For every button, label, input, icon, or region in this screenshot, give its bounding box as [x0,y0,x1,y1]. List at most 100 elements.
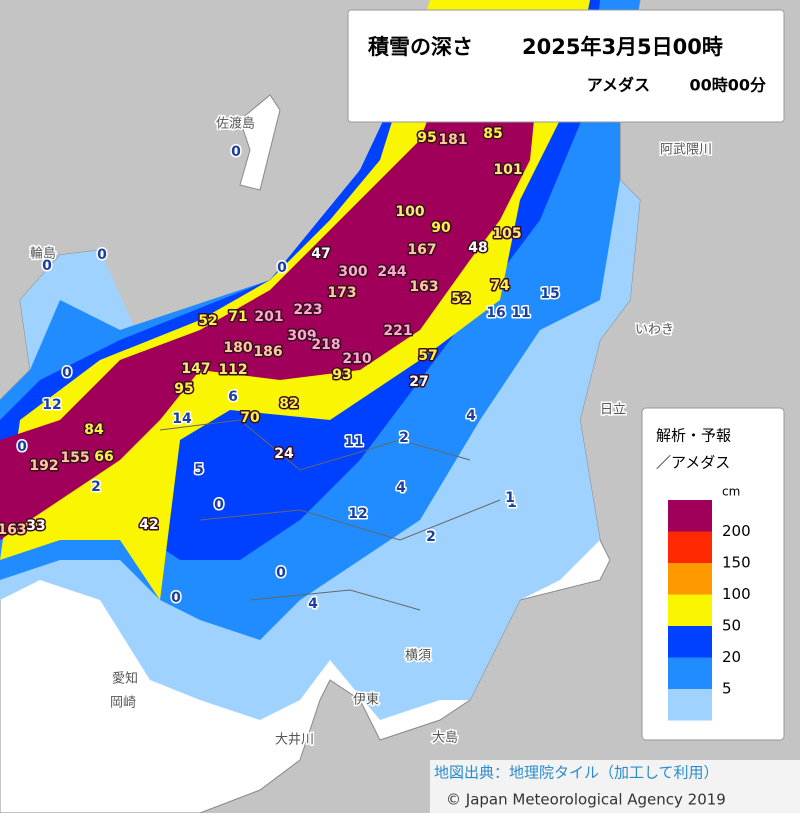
station-value: 223 [293,302,322,318]
station-value: 155 [60,450,89,466]
legend-unit: cm [722,485,740,499]
station-value: 95 [417,130,436,146]
station-value: 4 [396,480,406,496]
station-value: 0 [276,565,286,581]
legend: 解析・予報 ／アメダス cm 200 150 100 50 20 5 [641,407,785,741]
place-name: いわき [635,323,674,338]
legend-swatch [668,563,712,595]
legend-label: 200 [722,522,751,540]
place-name: 阿武隈川 [660,143,712,158]
station-value: 181 [438,132,467,148]
station-value: 11 [511,305,530,321]
station-value: 57 [418,348,437,364]
station-value: 74 [490,278,510,294]
datetime: 2025年3月5日00時 [522,35,723,59]
station-value: 93 [332,367,351,383]
station-value: 210 [342,351,371,367]
station-value: 147 [181,361,210,377]
legend-label: 150 [722,554,751,572]
obs-time: 00時00分 [689,76,766,95]
attribution-bg [430,760,800,813]
station-value: 218 [311,337,340,353]
legend-swatch [668,594,712,626]
title: 積雪の深さ [368,35,473,59]
place-name: 輪島 [30,246,56,262]
legend-title: ／アメダス [656,454,730,472]
station-value: 71 [228,309,247,325]
station-value: 101 [493,162,522,178]
station-value: 1 [505,490,515,506]
station-value: 15 [540,286,559,302]
legend-swatch [668,689,712,721]
station-value: 0 [97,247,107,263]
station-value: 47 [311,246,330,262]
boundaries [159,419,501,611]
legend-swatch [668,500,712,532]
station-value: 163 [0,522,27,538]
legend-swatch [668,657,712,689]
station-value: 48 [468,240,487,256]
station-value: 70 [240,410,260,426]
station-value: 0 [231,144,241,160]
place-name: 大井川 [275,733,314,748]
place-name: 愛知 [112,671,138,687]
station-value: 2 [426,529,436,545]
station-value: 100 [395,204,424,220]
station-value: 11 [344,434,363,450]
station-value: 85 [483,126,502,142]
legend-label: 100 [722,585,751,603]
station-value: 173 [327,285,356,301]
station-value: 95 [174,381,193,397]
station-value: 6 [228,389,238,405]
station-value: 24 [274,446,294,462]
place-name: 岡崎 [110,696,136,711]
place-name: 佐渡島 [216,116,255,132]
map-source: 地図出典：地理院タイル（加工して利用） [434,764,719,782]
station-value: 163 [409,279,438,295]
station-value: 221 [383,323,412,339]
station-value: 12 [348,506,367,522]
station-value: 52 [198,313,217,329]
station-value: 2 [399,430,409,446]
copyright: © Japan Meteorological Agency 2019 [446,791,726,809]
station-value: 66 [94,449,113,465]
station-value: 82 [279,396,298,412]
place-name: 横須 [405,649,431,664]
station-value: 42 [139,517,158,533]
place-name: 日立 [600,403,626,418]
station-value: 0 [42,258,52,274]
legend-label: 5 [722,680,732,698]
station-value: 16 [486,305,505,321]
station-value: 0 [214,497,224,513]
source: アメダス [587,76,650,95]
station-value: 52 [451,291,470,307]
title-frame [347,9,785,123]
station-value: 4 [466,408,476,424]
legend-swatch [668,626,712,658]
station-value: 2 [91,479,101,495]
legend-label: 50 [722,617,741,635]
station-value: 0 [277,260,287,276]
station-value: 14 [172,411,192,427]
snow-cover [0,0,640,720]
station-value: 0 [17,439,27,455]
station-value: 105 [492,226,521,242]
station-value: 186 [253,344,282,360]
station-value: 4 [308,596,318,612]
station-value: 12 [42,397,61,413]
station-value: 201 [254,309,283,325]
legend-swatch [668,531,712,563]
station-value: 112 [218,362,247,378]
station-value: 90 [431,220,451,236]
station-value: 84 [84,422,104,438]
station-value: 244 [377,264,406,280]
station-value: 300 [338,264,367,280]
station-value: 180 [223,340,252,356]
place-name: 大島 [432,731,458,746]
station-value: 1 [507,495,517,511]
station-value: 192 [29,458,58,474]
place-name: 伊東 [353,692,379,708]
